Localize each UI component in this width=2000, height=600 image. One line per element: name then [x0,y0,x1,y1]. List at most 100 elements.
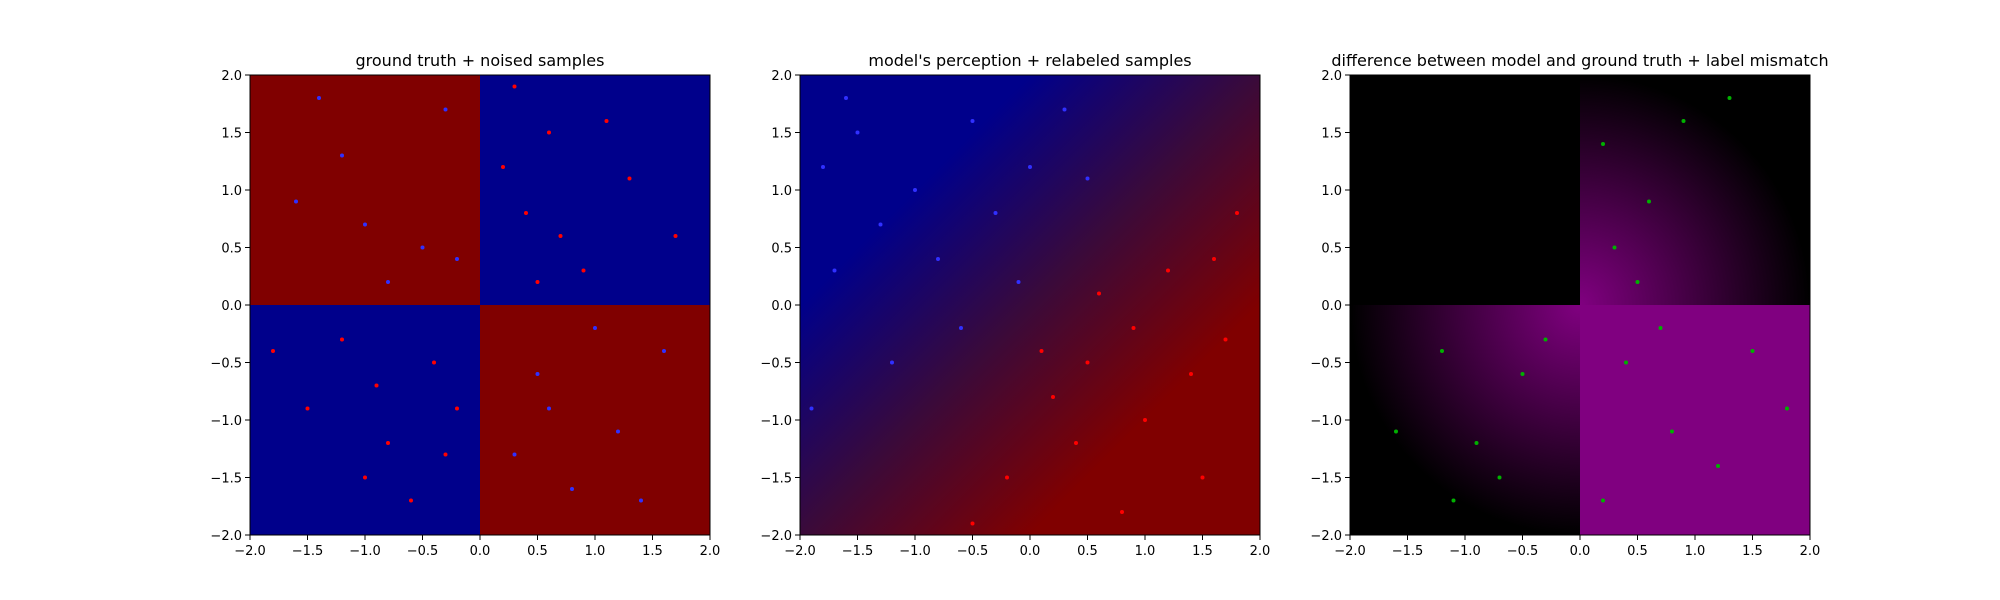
panel-2-background [800,75,1260,535]
sample-point [1681,119,1686,123]
sample-point [443,107,448,112]
gradient-field [800,75,1260,535]
y-tick-label: 1.0 [1321,184,1342,199]
x-tick-label: 0.0 [1570,544,1591,559]
sample-point [1039,349,1044,353]
panel-3-title: difference between model and ground trut… [1331,51,1828,70]
sample-point [936,257,940,261]
sample-point [535,280,540,284]
sample-point [1670,429,1674,434]
x-tick-label: −2.0 [784,544,816,559]
sample-point [443,452,448,457]
sample-point [363,475,367,480]
sample-point [1394,429,1398,434]
sample-point [501,165,505,169]
sample-point [1474,441,1479,445]
sample-point [1658,326,1663,330]
x-tick-label: −0.5 [957,544,989,559]
y-tick-label: −1.5 [1310,472,1342,487]
sample-point [305,406,310,411]
sample-point [1212,257,1216,261]
y-tick-label: −1.5 [760,472,792,487]
sample-point [616,429,620,434]
y-tick-label: 2.0 [221,69,242,84]
panel-2-axes: −2.0 −1.5 −1.0 −0.5 0.0 0.5 1.0 1.5 2.0 −2.0 −1.5 −… [760,69,1270,559]
panel-difference: difference between model and ground trut… [1310,51,1828,559]
sample-point [855,130,860,135]
y-tick-label: 2.0 [771,69,792,84]
sample-point [832,268,837,273]
sample-point [1074,441,1078,445]
x-tick-label: 0.5 [1077,544,1098,559]
x-tick-label: −2.0 [1334,544,1366,559]
sample-point [1543,337,1548,342]
panel-2-title: model's perception + relabeled samples [868,51,1191,70]
sample-point [1028,165,1032,169]
x-tick-label: −1.5 [1392,544,1424,559]
sample-point [317,96,321,100]
sample-point [1085,360,1090,365]
sample-point [547,130,551,135]
panel-3-background [1350,75,1810,535]
y-tick-label: 1.5 [771,127,792,142]
sample-point [547,406,551,411]
y-tick-label: −2.0 [760,529,792,544]
x-tick-label: 1.0 [1685,544,1706,559]
sample-point [409,498,413,503]
y-tick-label: −1.5 [210,472,242,487]
x-tick-label: −1.0 [1449,544,1481,559]
quadrant-bottom-right [480,305,710,535]
y-tick-label: 2.0 [1321,69,1342,84]
sample-point [455,257,459,261]
panel-model-perception: model's perception + relabeled samples −… [760,51,1270,559]
sample-point [1200,475,1205,480]
y-tick-label: −1.0 [1310,414,1342,429]
panel-3-points [1394,96,1789,503]
y-tick-label: −0.5 [210,357,242,372]
sample-point [374,383,379,388]
sample-point [558,234,563,238]
y-tick-label: −0.5 [1310,357,1342,372]
sample-point [386,441,390,445]
sample-point [1235,211,1239,215]
sample-point [1624,360,1628,365]
sample-point [524,211,528,215]
x-tick-label: 1.5 [1742,544,1763,559]
sample-point [570,487,574,491]
x-tick-label: 1.5 [1192,544,1213,559]
sample-point [271,349,275,353]
sample-point [959,326,963,330]
sample-point [1497,475,1502,480]
sample-point [1051,395,1055,399]
sample-point [1085,176,1090,181]
sample-point [535,372,540,376]
sample-point [512,84,517,89]
sample-point [1727,96,1732,100]
panel-2-points [809,96,1239,526]
sample-point [1016,280,1021,284]
sample-point [1520,372,1525,376]
sample-point [512,452,517,457]
sample-point [581,268,586,273]
sample-point [970,119,975,123]
x-tick-label: −0.5 [1507,544,1539,559]
sample-point [1189,372,1193,376]
sample-point [420,245,425,250]
sample-point [1716,464,1720,468]
panel-1-title: ground truth + noised samples [356,51,605,70]
sample-point [1120,510,1124,514]
sample-point [1097,291,1101,296]
sample-point [340,337,344,342]
sample-point [844,96,848,100]
sample-point [673,234,678,238]
sample-point [432,360,436,365]
sample-point [386,280,390,284]
sample-point [1451,498,1456,503]
sample-point [627,176,632,181]
sample-point [970,521,975,526]
sample-point [1166,268,1170,273]
x-tick-label: 1.0 [585,544,606,559]
panel-ground-truth: ground truth + noised samples −2.0 −1.5 −1… [210,51,720,559]
sample-point [890,360,894,365]
